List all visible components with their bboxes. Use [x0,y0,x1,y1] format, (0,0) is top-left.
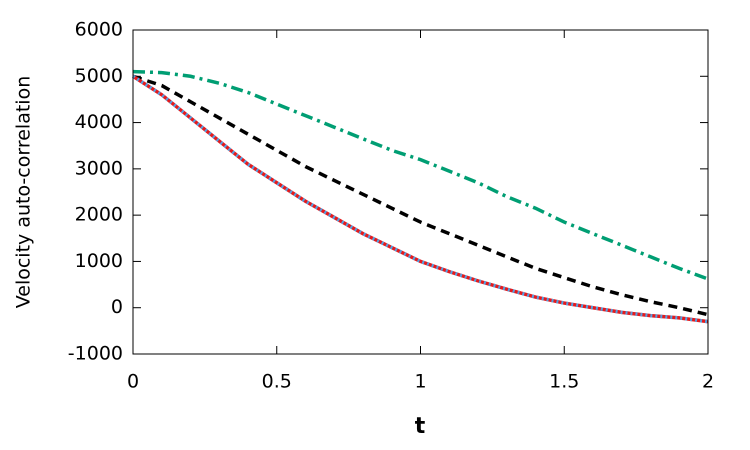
series-line [132,74,709,324]
y-tick-label: 4000 [75,111,123,133]
y-tick-label: 3000 [75,157,123,179]
y-axis-label: Velocity auto-correlation [13,76,35,309]
x-tick-label: 1.5 [549,371,579,393]
series-line [132,74,709,317]
plot-frame [132,29,709,355]
series-line [132,69,709,281]
y-tick-label: 0 [111,296,123,318]
y-tick-label: -1000 [68,343,123,365]
x-tick-label: 1 [414,371,426,393]
x-tick-label: 0 [127,371,139,393]
series-line [132,74,709,324]
y-tick-label: 5000 [75,65,123,87]
y-tick-label: 1000 [75,250,123,272]
x-tick-label: 2 [702,371,714,393]
x-tick-label: 0.5 [262,371,292,393]
y-tick-label: 2000 [75,204,123,226]
y-tick-label: 6000 [75,19,123,41]
x-axis-label: t [415,414,426,439]
